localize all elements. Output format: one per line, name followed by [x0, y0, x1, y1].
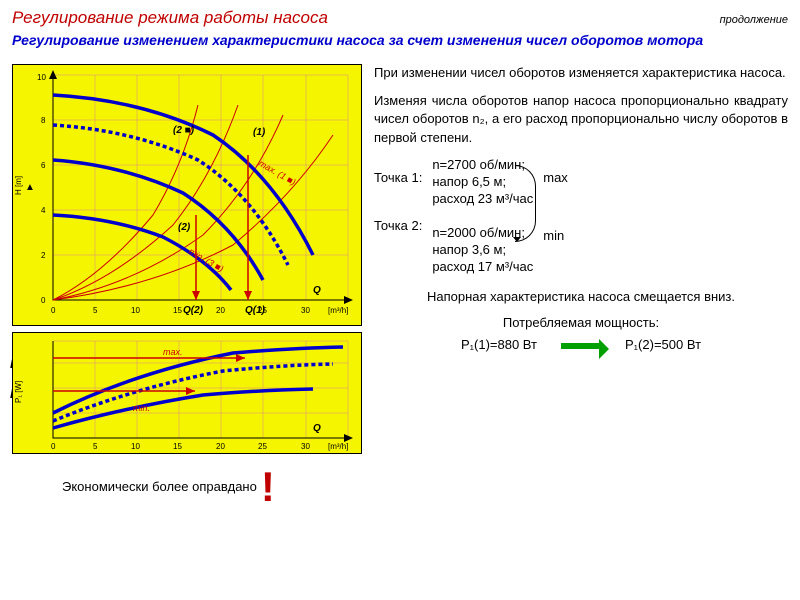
svg-text:20: 20	[216, 306, 225, 315]
svg-text:10: 10	[37, 73, 46, 82]
point1-label: Точка 1:	[374, 169, 422, 187]
min-label: min	[543, 227, 568, 245]
paragraph-2: Изменяя числа оборотов напор насоса проп…	[374, 92, 788, 147]
svg-text:10: 10	[131, 442, 140, 451]
svg-text:30: 30	[301, 306, 310, 315]
exclamation-icon: !	[261, 470, 275, 504]
svg-text:(2): (2)	[178, 222, 191, 233]
svg-text:15: 15	[173, 306, 182, 315]
svg-text:Q: Q	[313, 285, 321, 296]
svg-text:P₁ [W]: P₁ [W]	[14, 381, 23, 403]
svg-text:8: 8	[41, 116, 46, 125]
svg-text:[m³/h]: [m³/h]	[328, 306, 348, 315]
power-label: Потребляемая мощность:	[374, 314, 788, 332]
svg-text:(1): (1)	[253, 127, 266, 138]
point2-label: Точка 2:	[374, 217, 422, 235]
svg-text:2: 2	[41, 251, 46, 260]
arc-arrow-icon	[515, 165, 536, 242]
svg-text:6: 6	[41, 161, 46, 170]
svg-text:10: 10	[131, 306, 140, 315]
svg-text:(2 ■): (2 ■)	[173, 125, 195, 136]
svg-text:15: 15	[173, 442, 182, 451]
svg-text:max.: max.	[163, 347, 183, 357]
paragraph-1: При изменении чисел оборотов изменяется …	[374, 64, 788, 82]
svg-text:[m³/h]: [m³/h]	[328, 442, 348, 451]
eco-text: Экономически более оправдано	[62, 479, 257, 494]
head-flow-chart: (1) (2) (2 ■) max. (1 ■) min. (3 ■) Q Q(…	[12, 64, 362, 326]
svg-text:0: 0	[51, 306, 56, 315]
svg-text:0: 0	[41, 296, 46, 305]
svg-text:Q(2): Q(2)	[183, 305, 204, 316]
svg-text:0: 0	[51, 442, 56, 451]
page-title: Регулирование режима работы насоса	[12, 8, 328, 28]
svg-text:25: 25	[258, 306, 267, 315]
svg-text:min.: min.	[133, 403, 150, 413]
svg-text:Q: Q	[313, 423, 321, 434]
shift-text: Напорная характеристика насоса смещается…	[374, 288, 788, 306]
svg-text:▲: ▲	[25, 182, 35, 193]
continuation-label: продолжение	[720, 14, 788, 26]
power-flow-chart: max. min. Q 0 5 10 15 20 25 30 [m³/h] P₁ [W]	[12, 332, 362, 454]
right-arrow-icon	[561, 343, 601, 349]
power-1: P₁(1)=880 Вт	[461, 336, 537, 354]
svg-text:min. (3 ■): min. (3 ■)	[187, 246, 225, 274]
svg-text:H [m]: H [m]	[14, 176, 23, 195]
svg-text:25: 25	[258, 442, 267, 451]
max-label: max	[543, 169, 568, 187]
svg-text:5: 5	[93, 442, 98, 451]
svg-text:30: 30	[301, 442, 310, 451]
page-subtitle: Регулирование изменением характеристики …	[12, 32, 788, 48]
power-2: P₁(2)=500 Вт	[625, 336, 701, 354]
svg-text:20: 20	[216, 442, 225, 451]
svg-text:5: 5	[93, 306, 98, 315]
svg-text:4: 4	[41, 206, 46, 215]
